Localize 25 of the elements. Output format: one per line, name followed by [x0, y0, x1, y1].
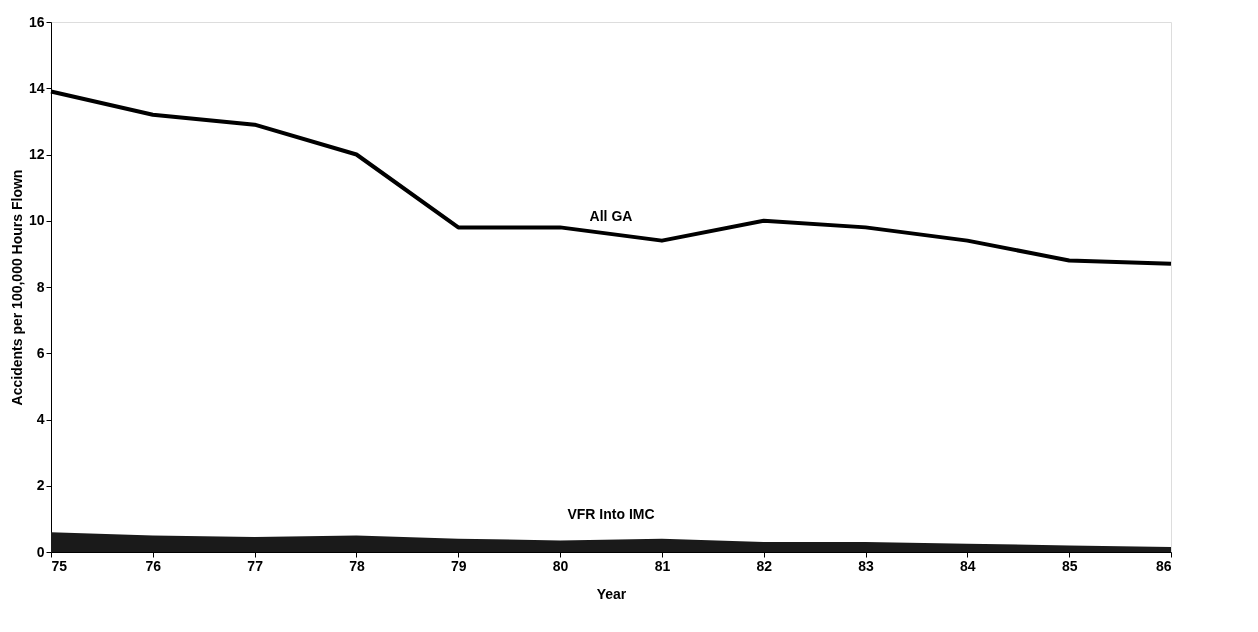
x-tick-label: 77 — [247, 557, 264, 574]
y-axis-title: Accidents per 100,000 Hours Flown — [8, 169, 25, 406]
y-tick-label: 2 — [36, 477, 45, 494]
x-tick-label: 78 — [349, 557, 365, 574]
x-tick-label: 76 — [145, 557, 162, 574]
x-tick-label: 80 — [552, 557, 569, 574]
y-tick-label: 4 — [36, 411, 45, 427]
y-tick-label: 14 — [28, 79, 45, 96]
series-label: VFR Into IMC — [567, 505, 655, 522]
x-tick-label: 83 — [858, 557, 875, 574]
y-tick-label: 10 — [28, 212, 45, 229]
x-tick-label: 81 — [654, 557, 671, 574]
x-tick-label: 79 — [450, 557, 467, 574]
y-tick-label: 16 — [28, 13, 45, 30]
y-tick-label: 8 — [36, 278, 45, 295]
x-tick-label: 84 — [960, 557, 976, 574]
y-tick-label: 0 — [36, 543, 45, 560]
x-tick-label: 86 — [1155, 557, 1172, 574]
x-tick-label: 85 — [1061, 557, 1078, 574]
x-tick-label: 82 — [756, 557, 773, 574]
y-tick-label: 12 — [28, 146, 45, 162]
x-axis-title: Year — [596, 585, 627, 602]
y-tick-label: 6 — [36, 344, 45, 361]
series-label: All GA — [589, 207, 633, 224]
x-tick-label: 75 — [51, 557, 68, 574]
